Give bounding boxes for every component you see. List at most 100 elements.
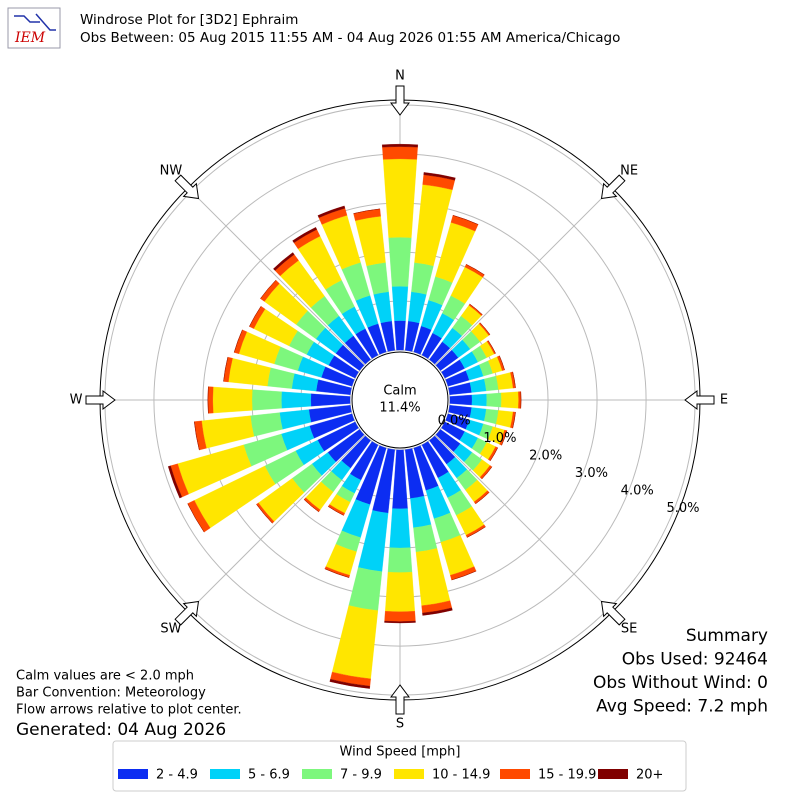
bar-segment [495,410,514,428]
legend-swatch [394,769,424,779]
bar-segment [384,611,416,622]
flow-arrow [174,600,200,626]
bar-segment [499,355,505,371]
bar-segment [410,495,432,528]
bar-segment [228,358,271,387]
bar-segment [317,205,346,218]
summary-line: Avg Speed: 7.2 mph [596,697,768,717]
bar-segment [391,286,409,321]
bar-segment [475,492,490,505]
bar-segment [281,391,312,409]
radial-tick-label: 5.0% [666,501,699,516]
grid-spoke [187,187,365,365]
bar-segment [201,415,255,449]
calm-label: Calm [383,384,416,399]
calm-value: 11.4% [379,401,420,416]
bar-segment [488,340,496,354]
radial-tick-label: 2.0% [529,448,562,463]
bar-segment [389,508,411,549]
legend-label: 7 - 9.9 [340,768,382,783]
bar-segment [273,252,295,271]
flow-arrow [174,174,200,200]
legend-swatch [118,769,148,779]
bar-segment [479,322,491,335]
bar-segment [279,409,312,430]
bar-segment [292,227,318,243]
bar-segment [394,320,406,351]
bar-segment [423,172,456,181]
direction-label: NW [160,163,183,178]
legend-label: 10 - 14.9 [432,768,490,783]
bar-segment [392,449,408,509]
bar-segment [484,408,499,425]
legend-label: 2 - 4.9 [156,768,198,783]
bar-segment [167,465,183,499]
bar-segment [366,262,389,295]
legend-swatch [500,769,530,779]
flow-arrow [390,684,410,715]
legend-box [112,740,687,792]
direction-label: N [395,69,405,84]
bar-segment [501,391,519,409]
radial-tick-label: 4.0% [621,484,654,499]
legend-title: Wind Speed [mph] [340,745,461,760]
grid-spoke [435,187,613,365]
logo-text: IEM [14,30,46,46]
legend-label: 15 - 19.9 [538,768,596,783]
bar-segment [495,372,514,390]
radial-tick-label: 1.0% [483,431,516,446]
flow-arrow [600,600,626,626]
flow-arrow [390,85,410,116]
bar-segment [388,237,412,287]
note: Bar Convention: Meteorology [16,686,206,701]
direction-label: SW [160,622,181,637]
plot-area: N NE E SE S SW W NW Calm 11.4% 0.0% 1.0% 2.0% 3.0% 4.0… [70,69,729,732]
bar-segment [387,547,413,573]
bar-segment [382,146,418,160]
bar-segment [411,262,434,295]
bar-segment [469,378,487,393]
bar-segment [355,216,386,267]
bar-segment [512,371,516,388]
flow-arrow [600,174,626,200]
summary-line: Summary [686,626,768,646]
chart-title: Windrose Plot for [3D2] Ephraim [80,12,298,28]
bar-segment [187,503,205,533]
bar-segment [449,394,473,406]
bar-segment [267,367,295,389]
radial-tick-label: 0.0% [438,413,471,428]
direction-label: W [70,393,83,408]
summary-line: Obs Used: 92464 [622,650,768,670]
bar-segment [471,393,487,407]
bar-segment [422,607,453,616]
bar-segment [501,430,508,446]
note: Calm values are < 2.0 mph [16,669,194,684]
bar-segment [331,605,379,680]
flow-arrow [85,390,116,410]
calm-circle [351,351,449,449]
generated-date: Generated: 04 Aug 2026 [16,720,226,740]
chart-subtitle: Obs Between: 05 Aug 2015 11:55 AM - 04 A… [80,30,620,46]
logo-box [7,7,61,49]
bar-segment [250,412,283,437]
direction-label: E [720,393,728,408]
bar-segment [385,571,415,612]
bar-segment [353,208,380,214]
bar-segment [291,373,319,392]
bar-segment [251,389,282,411]
legend-swatch [210,769,240,779]
bar-segment [486,392,502,408]
bar-segment [481,466,493,480]
bar-segment [413,524,438,553]
legend-label: 5 - 6.9 [248,768,290,783]
direction-label: SE [621,622,637,637]
summary-line: Obs Without Wind: 0 [593,673,768,693]
flow-arrow [684,390,715,410]
bar-segment [207,386,214,414]
bar-segment [303,499,319,512]
legend-swatch [598,769,628,779]
bar-segment [469,407,487,422]
bar-segment [490,447,498,461]
bar-segment [452,215,479,225]
direction-label: NE [620,163,638,178]
